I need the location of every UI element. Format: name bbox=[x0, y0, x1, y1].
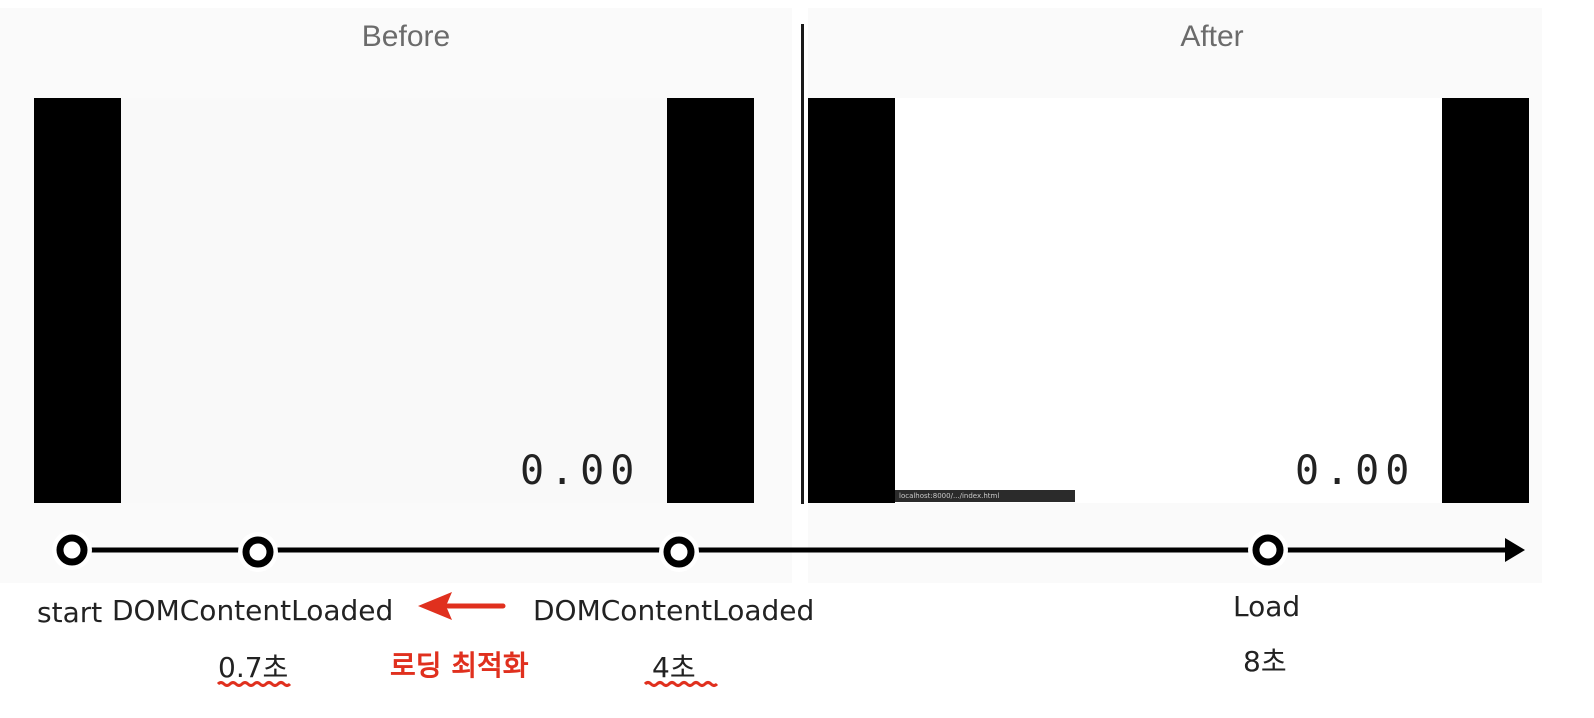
time-load: 8초 bbox=[1243, 645, 1287, 678]
time-dcl-after: 0.7초 bbox=[218, 651, 289, 684]
label-start: start bbox=[37, 596, 103, 629]
optimization-label: 로딩 최적화 bbox=[390, 649, 529, 682]
label-load: Load bbox=[1233, 590, 1301, 623]
after-left-block bbox=[808, 98, 895, 503]
timeline-node-load bbox=[1248, 530, 1288, 570]
status-url-tooltip: localhost:8000/.../index.html bbox=[895, 490, 1075, 502]
time-dcl-before: 4초 bbox=[652, 651, 696, 684]
before-right-block bbox=[667, 98, 754, 503]
after-screen bbox=[895, 98, 1442, 503]
panel-divider bbox=[801, 24, 804, 504]
label-dcl-after: DOMContentLoaded bbox=[112, 594, 394, 627]
optimization-arrow bbox=[418, 592, 506, 620]
before-screen bbox=[121, 98, 667, 503]
timeline-node-start bbox=[52, 530, 92, 570]
timeline-arrowhead bbox=[1505, 538, 1525, 562]
underline-0-7 bbox=[216, 681, 292, 687]
timeline-node-dcl-before bbox=[659, 532, 699, 572]
before-left-block bbox=[34, 98, 121, 503]
before-counter: 0.00 bbox=[520, 448, 641, 494]
label-dcl-before: DOMContentLoaded bbox=[533, 594, 815, 627]
after-right-block bbox=[1442, 98, 1529, 503]
before-title: Before bbox=[361, 20, 451, 53]
after-title: After bbox=[1180, 20, 1244, 53]
after-counter: 0.00 bbox=[1295, 448, 1416, 494]
timeline-node-dcl-after bbox=[238, 532, 278, 572]
underline-4 bbox=[643, 681, 719, 687]
